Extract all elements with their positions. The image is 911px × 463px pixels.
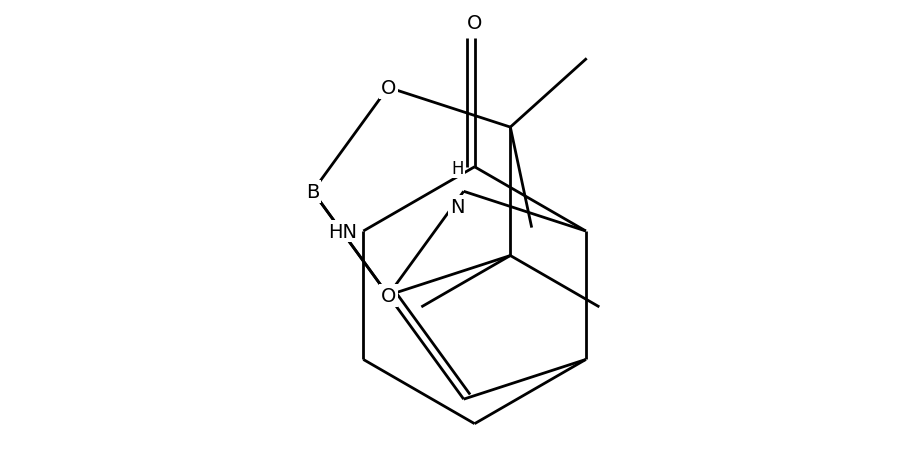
Text: O: O	[380, 79, 395, 98]
Text: H: H	[451, 159, 464, 177]
Text: B: B	[306, 182, 319, 201]
Text: N: N	[450, 198, 465, 217]
Text: O: O	[380, 286, 395, 305]
Text: O: O	[466, 14, 482, 33]
Text: HN: HN	[328, 222, 357, 241]
